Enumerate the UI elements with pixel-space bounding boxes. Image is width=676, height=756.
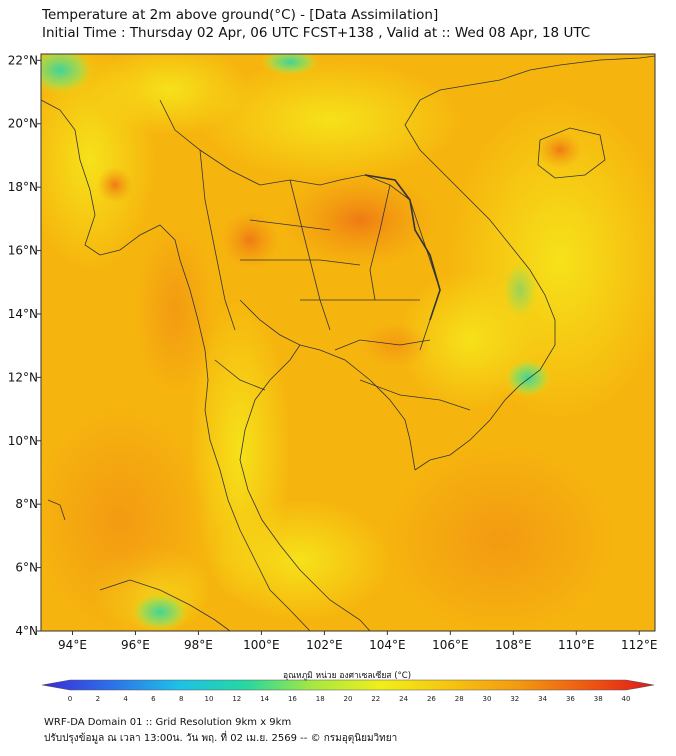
longitude-axis: 94°E 96°E 98°E 100°E 102°E 104°E 106°E 108°E 110… [58, 631, 658, 652]
lat-tick-label: 16°N [8, 244, 38, 258]
colorbar-tick-label: 32 [510, 695, 519, 703]
model-info: WRF-DA Domain 01 :: Grid Resolution 9km … [44, 717, 292, 728]
lat-tick-label: 12°N [8, 370, 38, 384]
lat-tick-label: 10°N [8, 434, 38, 448]
colorbar-tick-label: 34 [538, 695, 547, 703]
colorbar-tick-label: 16 [288, 695, 297, 703]
colorbar: 0 2 4 6 8 10 12 14 16 18 20 22 24 26 28 30 32 34 36 38 40 [41, 679, 655, 703]
colorbar-tick-label: 40 [622, 695, 631, 703]
colorbar-tick-label: 26 [427, 695, 436, 703]
map-subtitle: Initial Time : Thursday 02 Apr, 06 UTC F… [42, 25, 591, 41]
lon-tick-label: 106°E [432, 638, 469, 652]
colorbar-tick-label: 22 [371, 695, 380, 703]
lon-tick-label: 94°E [58, 638, 87, 652]
lon-tick-label: 102°E [306, 638, 343, 652]
colorbar-tick-label: 28 [455, 695, 464, 703]
map-title: Temperature at 2m above ground(°C) - [Da… [42, 7, 439, 23]
colorbar-tick-label: 14 [260, 695, 269, 703]
colorbar-tick-label: 2 [96, 695, 100, 703]
lat-tick-label: 20°N [8, 117, 38, 131]
colorbar-tick-label: 30 [483, 695, 492, 703]
lat-tick-label: 6°N [15, 561, 38, 575]
lon-tick-label: 108°E [495, 638, 532, 652]
colorbar-tick-label: 8 [179, 695, 183, 703]
colorbar-tick-label: 12 [232, 695, 241, 703]
colorbar-tick-label: 18 [316, 695, 325, 703]
colorbar-label: อุณหภูมิ หน่วย องศาเซลเซียส (°C) [282, 671, 412, 681]
lon-tick-label: 104°E [369, 638, 406, 652]
lat-tick-label: 14°N [8, 307, 38, 321]
lon-tick-label: 112°E [621, 638, 658, 652]
lat-tick-label: 22°N [8, 53, 38, 67]
colorbar-tick-label: 20 [344, 695, 353, 703]
temperature-field [41, 54, 655, 631]
lat-tick-label: 8°N [15, 497, 38, 511]
lon-tick-label: 98°E [184, 638, 213, 652]
colorbar-tick-label: 10 [205, 695, 214, 703]
lat-tick-label: 18°N [8, 180, 38, 194]
colorbar-tick-label: 24 [399, 695, 408, 703]
colorbar-tick-label: 36 [566, 695, 575, 703]
lon-tick-label: 100°E [243, 638, 280, 652]
lon-tick-label: 96°E [121, 638, 150, 652]
colorbar-tick-label: 4 [123, 695, 128, 703]
map-frame [40, 53, 656, 632]
lat-tick-label: 4°N [15, 624, 38, 638]
latitude-axis: 4°N 6°N 8°N 10°N 12°N 14°N 16°N 18°N 20°N 22°N [8, 53, 41, 638]
colorbar-tick-label: 6 [151, 695, 156, 703]
colorbar-tick-label: 38 [594, 695, 603, 703]
update-info: ปรับปรุงข้อมูล ณ เวลา 13:00น. วัน พฤ. ที… [44, 733, 398, 744]
lon-tick-label: 110°E [558, 638, 595, 652]
colorbar-tick-label: 0 [68, 695, 72, 703]
